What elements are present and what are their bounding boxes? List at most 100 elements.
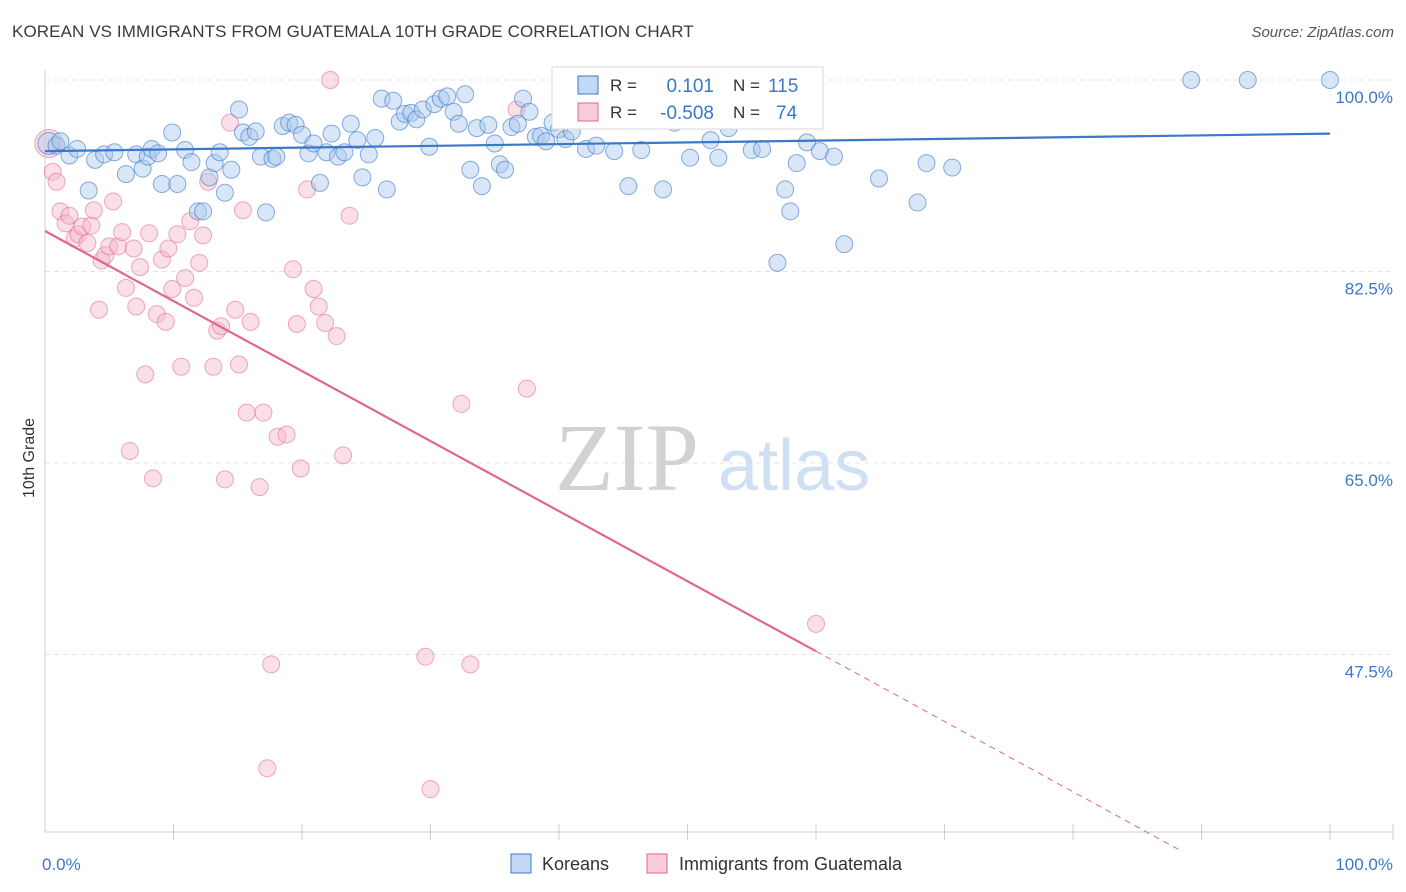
point-korean	[222, 160, 241, 179]
legend-swatch-guatemala	[577, 102, 599, 122]
point-korean	[835, 235, 854, 254]
point-korean	[205, 154, 224, 173]
point-korean	[768, 253, 787, 272]
point-korean	[299, 144, 318, 163]
trendline-guatemala	[44, 230, 817, 653]
point-guatemala	[316, 313, 335, 332]
point-guatemala	[250, 478, 269, 497]
point-guatemala	[416, 647, 435, 666]
point-guatemala	[421, 780, 440, 799]
trend-layer	[44, 132, 1331, 852]
point-korean	[537, 132, 556, 151]
point-guatemala	[452, 394, 471, 413]
point-guatemala	[226, 300, 245, 319]
legend-n-value-koreans: 115	[768, 76, 798, 97]
y-tick-label: 100.0%	[1335, 88, 1393, 107]
point-guatemala	[237, 403, 256, 422]
point-guatemala	[120, 441, 139, 460]
legend-swatch-koreans	[577, 75, 599, 95]
point-guatemala	[204, 357, 223, 376]
point-korean	[116, 165, 135, 184]
point-korean	[194, 202, 213, 221]
point-guatemala	[284, 260, 303, 279]
point-korean	[776, 180, 795, 199]
point-guatemala	[136, 365, 155, 384]
point-korean	[407, 110, 426, 129]
point-guatemala	[163, 280, 182, 299]
point-guatemala	[309, 297, 328, 316]
point-korean	[485, 134, 504, 153]
watermark-atlas: atlas	[718, 426, 870, 506]
point-guatemala	[241, 312, 260, 331]
point-korean	[908, 193, 927, 212]
point-korean	[472, 177, 491, 196]
bottom-legend-label-guatemala: Immigrants from Guatemala	[679, 854, 903, 874]
point-guatemala	[89, 300, 108, 319]
point-korean	[490, 155, 509, 174]
point-guatemala	[131, 258, 150, 277]
point-korean	[456, 85, 475, 104]
point-korean	[280, 113, 299, 132]
point-guatemala	[262, 655, 281, 674]
series-legend: Koreans Immigrants from Guatemala	[510, 853, 903, 874]
point-guatemala	[113, 223, 132, 242]
point-korean	[467, 119, 486, 138]
point-guatemala	[268, 427, 287, 446]
point-korean	[68, 139, 87, 158]
point-guatemala	[176, 269, 195, 288]
point-korean	[438, 87, 457, 106]
x-tick-label-max: 100.0%	[1335, 855, 1393, 874]
point-guatemala	[43, 162, 62, 181]
point-guatemala	[116, 278, 135, 297]
y-tick-label: 82.5%	[1345, 280, 1393, 299]
axes-layer	[44, 70, 1394, 840]
point-korean	[781, 202, 800, 221]
point-korean	[810, 142, 829, 161]
point-korean	[51, 132, 70, 151]
point-korean	[449, 114, 468, 133]
watermark: ZIP atlas	[555, 404, 870, 511]
point-guatemala	[194, 226, 213, 245]
point-guatemala	[78, 234, 97, 253]
legend-n-value-guatemala: 74	[776, 103, 798, 124]
point-korean	[286, 115, 305, 134]
point-korean	[322, 124, 341, 143]
legend-r-value-guatemala: -0.508	[660, 103, 714, 124]
point-korean	[701, 131, 720, 150]
point-guatemala	[461, 655, 480, 674]
point-guatemala	[327, 327, 346, 346]
point-guatemala	[104, 192, 123, 211]
point-guatemala	[172, 357, 191, 376]
point-korean	[431, 89, 450, 108]
point-guatemala	[291, 459, 310, 478]
point-guatemala	[109, 237, 128, 256]
point-guatemala	[190, 253, 209, 272]
point-korean	[514, 89, 533, 108]
point-korean	[230, 100, 249, 119]
point-guatemala	[334, 446, 353, 465]
stats-legend: R = 0.101 N = 115 R = -0.508 N = 74	[551, 66, 824, 130]
point-korean	[372, 89, 391, 108]
bottom-legend-swatch-koreans	[510, 853, 532, 874]
point-korean	[395, 104, 414, 123]
legend-n-label-1: N =	[733, 76, 760, 95]
point-guatemala	[168, 225, 187, 244]
watermark-zip: ZIP	[555, 404, 699, 511]
point-korean	[496, 160, 515, 179]
point-guatemala	[124, 239, 143, 258]
point-guatemala	[156, 312, 175, 331]
point-korean	[105, 143, 124, 162]
legend-r-label-1: R =	[610, 76, 637, 95]
point-korean	[149, 144, 168, 163]
point-guatemala	[254, 403, 273, 422]
point-korean	[824, 147, 843, 166]
point-korean	[310, 173, 329, 192]
point-guatemala	[517, 379, 536, 398]
source-label: Source: ZipAtlas.com	[1251, 24, 1394, 41]
point-korean	[508, 114, 527, 133]
point-guatemala	[51, 202, 70, 221]
point-guatemala	[73, 217, 92, 236]
point-korean	[587, 136, 606, 155]
point-korean	[681, 148, 700, 167]
